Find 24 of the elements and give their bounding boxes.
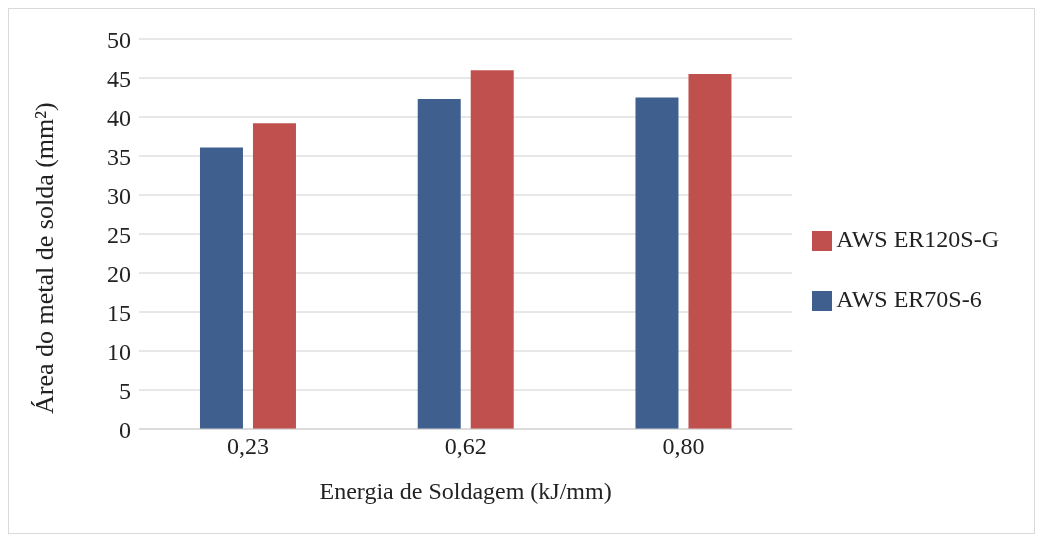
- y-axis-title: Área do metal de solda (mm²): [30, 102, 60, 414]
- legend-label: AWS ER120S-G: [836, 226, 999, 252]
- x-axis-title: Energia de Soldagem (kJ/mm): [319, 478, 612, 504]
- y-tick-label: 20: [107, 260, 131, 287]
- y-tick-label: 25: [107, 221, 131, 248]
- y-tick-label: 0: [119, 416, 131, 443]
- bar: [252, 123, 296, 429]
- y-tick-label: 40: [107, 104, 131, 131]
- bar: [635, 97, 679, 429]
- y-tick-label: 15: [107, 299, 131, 326]
- legend-label: AWS ER70S-6: [836, 286, 982, 312]
- x-tick-label: 0,80: [662, 433, 705, 460]
- y-tick-label: 10: [107, 338, 131, 365]
- bar: [470, 70, 514, 429]
- y-tick-label: 35: [107, 143, 131, 170]
- y-tick-label: 30: [107, 182, 131, 209]
- x-tick-label: 0,23: [226, 433, 269, 460]
- y-tick-label: 5: [119, 377, 131, 404]
- y-tick-label: 45: [107, 65, 131, 92]
- bar: [199, 147, 243, 429]
- bar: [417, 99, 461, 429]
- x-tick-label: 0,62: [444, 433, 487, 460]
- bar: [688, 74, 732, 429]
- y-tick-label: 50: [107, 26, 131, 53]
